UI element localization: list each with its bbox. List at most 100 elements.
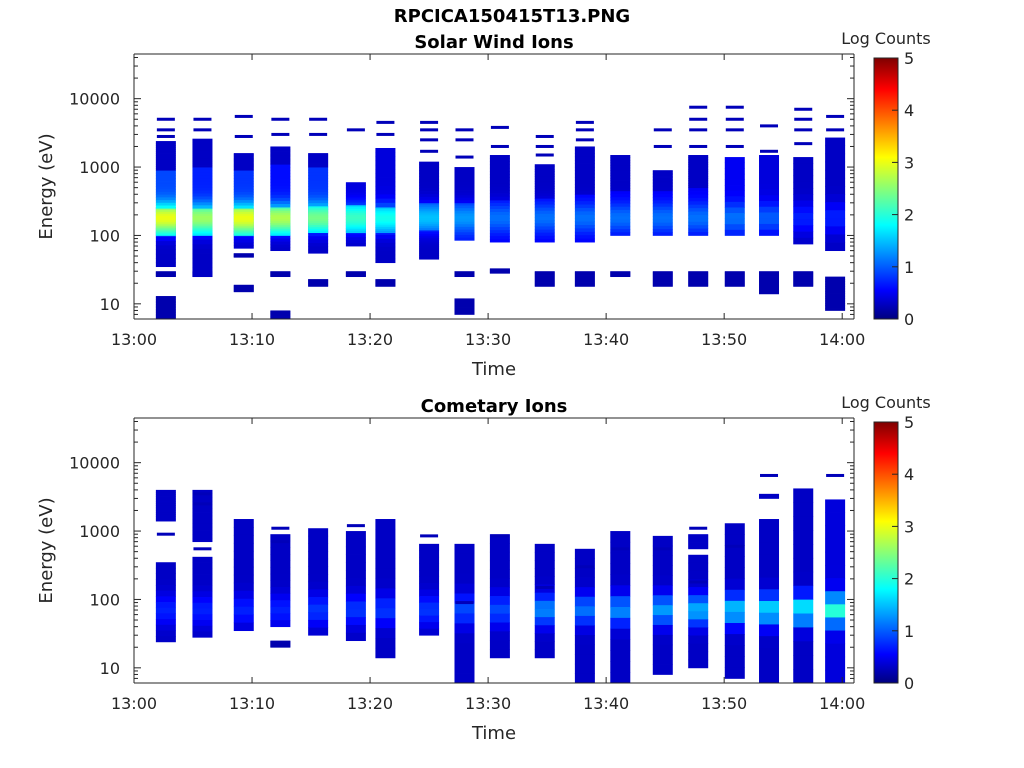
- data-cell: [192, 262, 213, 268]
- data-cell: [375, 228, 396, 232]
- data-line: [420, 120, 439, 124]
- data-cell: [375, 160, 396, 166]
- data-cell: [793, 544, 814, 559]
- data-cell: [759, 565, 780, 578]
- data-cell: [155, 516, 176, 520]
- data-cell: [534, 272, 555, 274]
- data-line: [575, 565, 594, 569]
- data-cell: [155, 143, 176, 146]
- data-cell: [270, 642, 291, 643]
- data-cell: [574, 279, 595, 282]
- data-cell: [375, 207, 396, 210]
- data-cell: [375, 223, 396, 226]
- data-cell: [825, 293, 846, 297]
- data-cell: [155, 584, 176, 592]
- data-cell: [534, 543, 555, 553]
- data-cell: [534, 551, 555, 561]
- data-cell: [419, 242, 440, 245]
- data-cell: [688, 175, 709, 179]
- data-cell: [233, 175, 254, 179]
- data-cell: [233, 233, 254, 236]
- data-cell: [724, 185, 745, 192]
- data-cell: [192, 138, 213, 142]
- data-cell: [793, 655, 814, 670]
- data-line: [575, 120, 594, 124]
- data-cell: [270, 159, 291, 161]
- data-cell: [192, 178, 213, 183]
- data-cell: [793, 557, 814, 573]
- data-cell: [192, 229, 213, 232]
- data-cell: [233, 290, 254, 292]
- data-cell: [610, 178, 631, 181]
- data-cell: [688, 544, 709, 547]
- data-cell: [345, 570, 366, 579]
- data-cell: [793, 488, 814, 503]
- data-cell: [574, 278, 595, 281]
- data-cell: [652, 585, 673, 596]
- data-cell: [192, 585, 213, 592]
- data-cell: [759, 279, 780, 282]
- data-cell: [419, 240, 440, 243]
- data-cell: [454, 312, 475, 314]
- data-cell: [419, 173, 440, 177]
- data-cell: [345, 276, 366, 278]
- data-cell: [574, 180, 595, 185]
- data-line: [376, 132, 395, 136]
- data-cell: [759, 160, 780, 167]
- data-cell: [793, 200, 814, 208]
- data-cell: [270, 640, 291, 642]
- data-cell: [345, 188, 366, 191]
- data-cell: [793, 188, 814, 195]
- data-cell: [308, 279, 329, 281]
- data-cell: [270, 156, 291, 159]
- data-cell: [419, 236, 440, 239]
- data-cell: [489, 604, 510, 615]
- data-cell: [724, 168, 745, 175]
- data-cell: [419, 615, 440, 623]
- data-cell: [308, 217, 329, 220]
- data-cell: [610, 596, 631, 608]
- data-cell: [454, 300, 475, 303]
- data-cell: [489, 171, 510, 175]
- data-cell: [345, 201, 366, 204]
- y-tick-label: 10: [100, 659, 120, 678]
- data-cell: [652, 203, 673, 208]
- data-cell: [419, 583, 440, 590]
- data-cell: [233, 526, 254, 536]
- data-cell: [724, 280, 745, 283]
- data-cell: [270, 209, 291, 212]
- data-cell: [270, 613, 291, 621]
- data-cell: [759, 271, 780, 274]
- data-cell: [759, 530, 780, 543]
- data-cell: [534, 625, 555, 634]
- data-cell: [345, 601, 366, 610]
- data-cell: [724, 611, 745, 624]
- data-cell: [155, 197, 176, 201]
- data-cell: [688, 155, 709, 158]
- data-cell: [233, 183, 254, 187]
- data-cell: [270, 151, 291, 154]
- data-cell: [375, 234, 396, 240]
- data-cell: [489, 239, 510, 243]
- data-cell: [345, 585, 366, 595]
- data-cell: [688, 619, 709, 628]
- data-cell: [652, 275, 673, 278]
- data-cell: [233, 165, 254, 167]
- x-tick-label: 13:30: [465, 694, 511, 713]
- data-cell: [534, 204, 555, 209]
- data-cell: [688, 635, 709, 645]
- data-line: [535, 585, 554, 589]
- data-cell: [688, 279, 709, 282]
- data-cell: [759, 542, 780, 555]
- data-cell: [534, 278, 555, 281]
- data-cell: [724, 279, 745, 282]
- data-cell: [825, 617, 846, 631]
- data-cell: [192, 625, 213, 632]
- data-cell: [454, 583, 475, 594]
- data-cell: [454, 174, 475, 178]
- data-cell: [534, 183, 555, 187]
- data-cell: [375, 647, 396, 659]
- data-cell: [233, 288, 254, 290]
- data-cell: [610, 229, 631, 233]
